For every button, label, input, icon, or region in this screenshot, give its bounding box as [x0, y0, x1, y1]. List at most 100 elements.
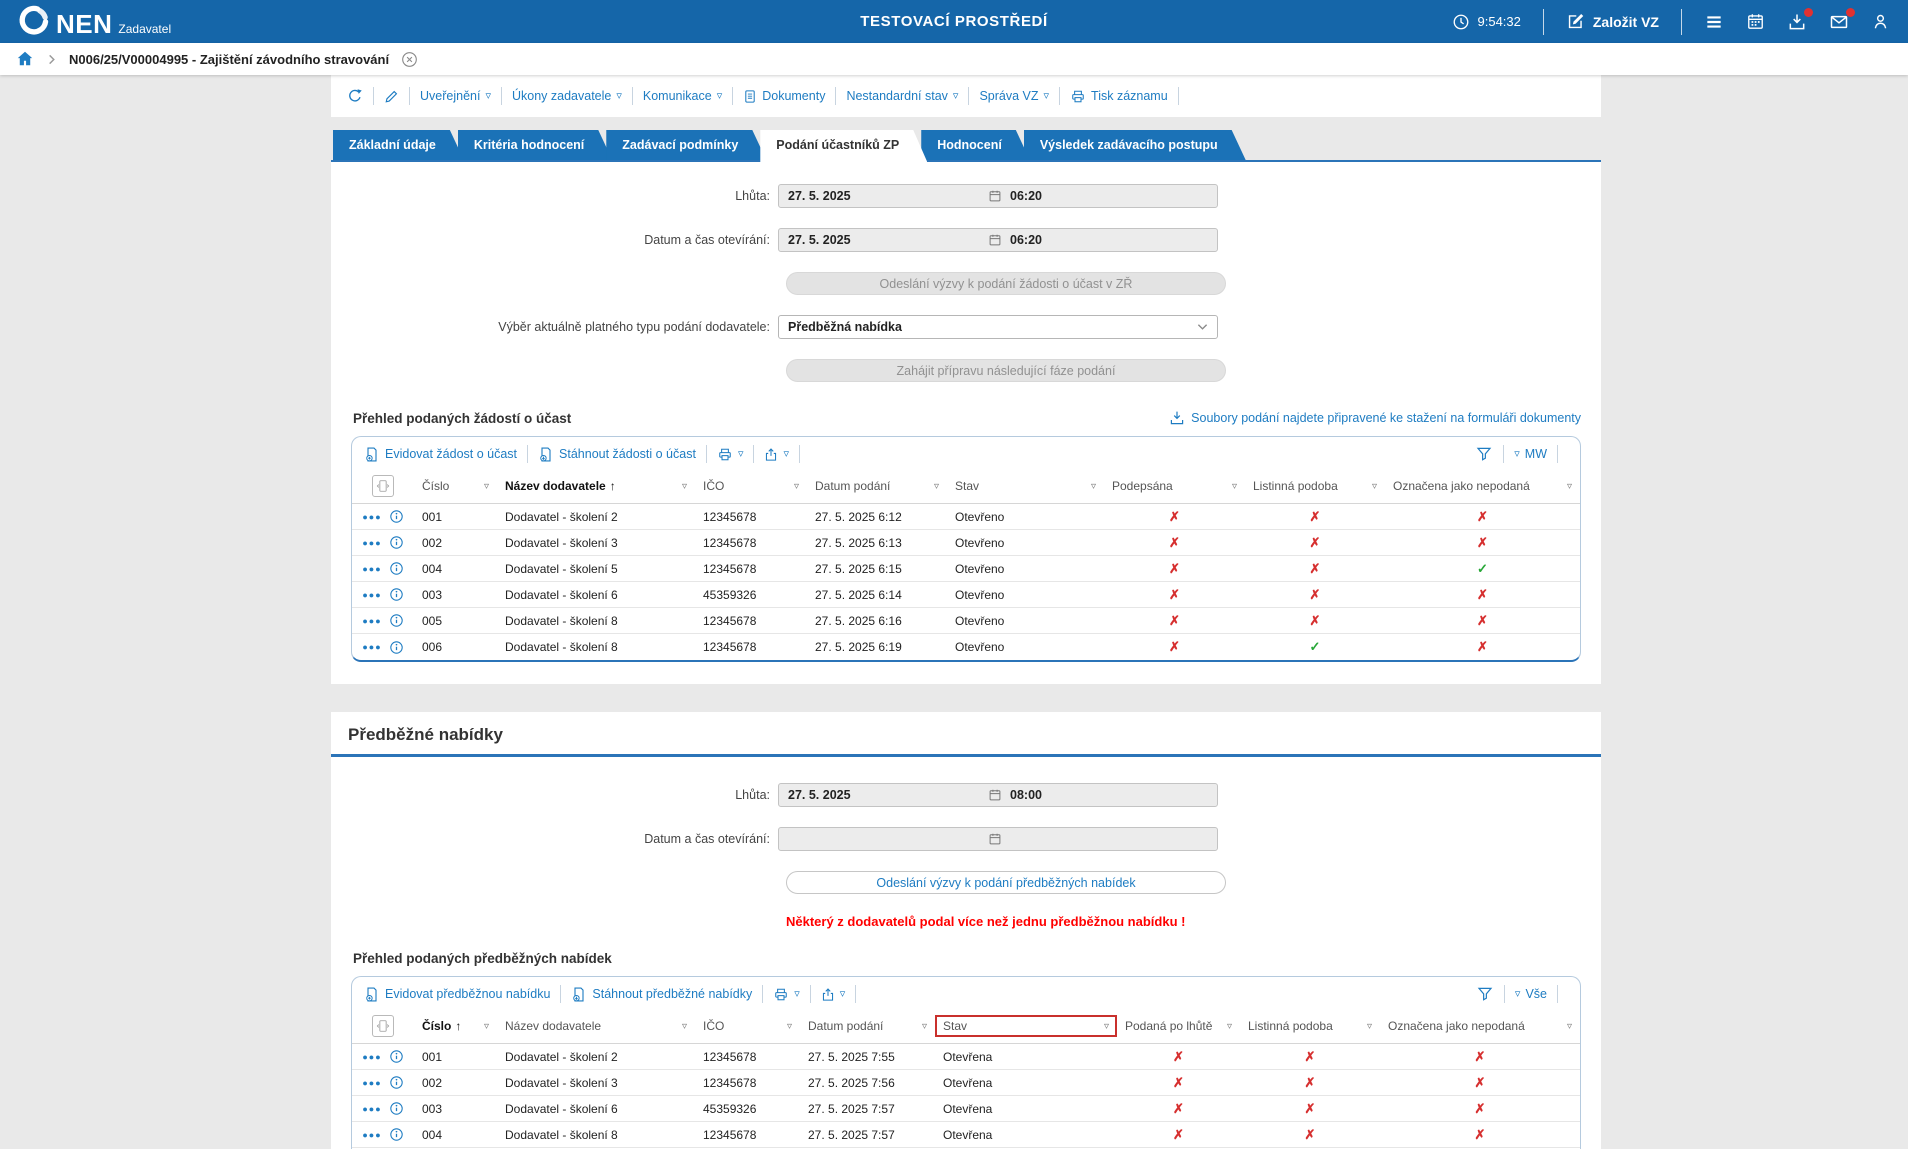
pencil-button[interactable]: [384, 89, 399, 104]
toolbar-item-uverejneni[interactable]: Uveřejnění ▿: [420, 89, 491, 103]
toolbar-item-dokumenty[interactable]: Dokumenty: [743, 89, 825, 104]
row-menu-icon[interactable]: ●●●: [362, 589, 382, 600]
column-header-datum-podani[interactable]: Datum podání ▿: [800, 1015, 935, 1037]
filter-caret-icon[interactable]: ▿: [1103, 1020, 1109, 1032]
evidovat-predbeznou-nabidku-button[interactable]: Evidovat předběžnou nabídku: [364, 986, 550, 1003]
datetime-input[interactable]: 27. 5. 2025 06:20: [778, 228, 1218, 252]
next-phase-button[interactable]: Zahájit přípravu následující fáze podání: [786, 359, 1226, 382]
info-icon[interactable]: [389, 1101, 404, 1116]
column-settings-icon[interactable]: [372, 475, 394, 497]
user-icon[interactable]: [1871, 12, 1890, 31]
stahnout-predbezne-nabidky-button[interactable]: Stáhnout předběžné nabídky: [571, 986, 752, 1003]
column-header-podepsana[interactable]: Podepsána ▿: [1104, 475, 1245, 497]
table-row[interactable]: ●●● 003 Dodavatel - školení 6 45359326 27. 5…: [352, 1096, 1580, 1122]
datetime-input[interactable]: 27. 5. 2025 06:20: [778, 184, 1218, 208]
filter-caret-icon[interactable]: ▿: [681, 480, 687, 492]
downloads-icon[interactable]: [1787, 7, 1813, 32]
export-button[interactable]: ▿: [821, 987, 845, 1002]
tab-zakladni-udaje[interactable]: Základní údaje: [333, 130, 464, 160]
column-header-cislo[interactable]: Číslo ▿: [414, 475, 497, 497]
row-menu-icon[interactable]: ●●●: [362, 1077, 382, 1088]
calendar-icon[interactable]: [988, 832, 1002, 846]
row-menu-icon[interactable]: ●●●: [362, 1129, 382, 1140]
files-download-link[interactable]: Soubory podání najdete připravené ke sta…: [1169, 410, 1581, 426]
toolbar-item-sprava-vz[interactable]: Správa VZ ▿: [979, 89, 1049, 103]
datetime-input[interactable]: 27. 5. 2025 08:00: [778, 783, 1218, 807]
info-icon[interactable]: [389, 509, 404, 524]
column-header-nazev-dodavatele[interactable]: Název dodavatele ↑ ▿: [497, 475, 695, 497]
filter-caret-icon[interactable]: ▿: [1090, 480, 1096, 492]
info-icon[interactable]: [389, 613, 404, 628]
close-icon[interactable]: [401, 51, 418, 68]
calendar-icon[interactable]: [988, 189, 1002, 203]
table-row[interactable]: ●●● 005 Dodavatel - školení 8 12345678 27. 5…: [352, 608, 1580, 634]
column-header-oznacena-jako-nepodana[interactable]: Označena jako nepodaná ▿: [1385, 475, 1580, 497]
row-menu-icon[interactable]: ●●●: [362, 511, 382, 522]
table-row[interactable]: ●●● 004 Dodavatel - školení 5 12345678 27. 5…: [352, 556, 1580, 582]
column-header-ico[interactable]: IČO ▿: [695, 1015, 800, 1037]
tab-zadavaci-podminky[interactable]: Zadávací podmínky: [606, 130, 766, 160]
send-preliminary-button[interactable]: Odeslání výzvy k podání předběžných nabí…: [786, 871, 1226, 894]
menu-icon[interactable]: [1704, 12, 1724, 32]
toolbar-item-nestandardni-stav[interactable]: Nestandardní stav ▿: [846, 89, 958, 103]
calendar-icon[interactable]: [988, 233, 1002, 247]
column-header-podana-po-lhute[interactable]: Podaná po lhůtě ▿: [1117, 1015, 1240, 1037]
tab-podani-ucastniku-zp[interactable]: Podání účastníků ZP: [760, 130, 927, 162]
row-menu-icon[interactable]: ●●●: [362, 1051, 382, 1062]
calendar-icon[interactable]: [988, 788, 1002, 802]
column-header-stav[interactable]: Stav ▿: [935, 1015, 1117, 1037]
toolbar-item-tisk-zaznamu[interactable]: Tisk záznamu: [1070, 89, 1168, 104]
table-row[interactable]: ●●● 002 Dodavatel - školení 3 12345678 27. 5…: [352, 530, 1580, 556]
export-button[interactable]: ▿: [764, 447, 789, 462]
filter-caret-icon[interactable]: ▿: [921, 1020, 927, 1032]
column-header-ico[interactable]: IČO ▿: [695, 475, 807, 497]
filter-caret-icon[interactable]: ▿: [483, 1020, 489, 1032]
nen-logo[interactable]: NEN Zadavatel: [18, 4, 171, 39]
column-header-oznacena-jako-nepodana[interactable]: Označena jako nepodaná ▿: [1380, 1015, 1580, 1037]
info-icon[interactable]: [389, 1127, 404, 1142]
filter-caret-icon[interactable]: ▿: [1371, 480, 1377, 492]
stahnout-zadosti-o-ucast-button[interactable]: Stáhnout žádosti o účast: [538, 446, 696, 463]
column-header-listinna-podoba[interactable]: Listinná podoba ▿: [1245, 475, 1385, 497]
filter-caret-icon[interactable]: ▿: [1566, 480, 1572, 492]
table-row[interactable]: ●●● 003 Dodavatel - školení 6 45359326 27. 5…: [352, 582, 1580, 608]
create-vz-button[interactable]: Založit VZ: [1566, 12, 1659, 31]
row-menu-icon[interactable]: ●●●: [362, 1103, 382, 1114]
column-settings-icon[interactable]: [372, 1015, 394, 1037]
info-icon[interactable]: [389, 587, 404, 602]
filter-button[interactable]: [1476, 986, 1494, 1002]
info-icon[interactable]: [389, 640, 404, 655]
filter-button[interactable]: [1475, 446, 1493, 462]
filter-caret-icon[interactable]: ▿: [786, 1020, 792, 1032]
filter-caret-icon[interactable]: ▿: [1226, 1020, 1232, 1032]
column-header-nazev-dodavatele[interactable]: Název dodavatele ▿: [497, 1015, 695, 1037]
refresh-button[interactable]: [347, 88, 363, 104]
column-header-stav[interactable]: Stav ▿: [947, 475, 1104, 497]
view-select[interactable]: ▿ MW: [1514, 447, 1547, 461]
column-header-listinna-podoba[interactable]: Listinná podoba ▿: [1240, 1015, 1380, 1037]
info-icon[interactable]: [389, 1049, 404, 1064]
table-row[interactable]: ●●● 001 Dodavatel - školení 2 12345678 27. 5…: [352, 1044, 1580, 1070]
filter-caret-icon[interactable]: ▿: [681, 1020, 687, 1032]
printer-button[interactable]: ▿: [717, 447, 743, 462]
row-menu-icon[interactable]: ●●●: [362, 615, 382, 626]
tab-hodnoceni[interactable]: Hodnocení: [921, 130, 1030, 160]
row-menu-icon[interactable]: ●●●: [362, 642, 382, 652]
toolbar-item-komunikace[interactable]: Komunikace ▿: [643, 89, 722, 103]
tab-vysledek-zadavaciho-postupu[interactable]: Výsledek zadávacího postupu: [1024, 130, 1246, 160]
toolbar-item-ukony-zadavatele[interactable]: Úkony zadavatele ▿: [512, 89, 622, 103]
table-row[interactable]: ●●● 002 Dodavatel - školení 3 12345678 27. 5…: [352, 1070, 1580, 1096]
filter-caret-icon[interactable]: ▿: [483, 480, 489, 492]
row-menu-icon[interactable]: ●●●: [362, 537, 382, 548]
home-icon[interactable]: [16, 50, 34, 68]
filter-caret-icon[interactable]: ▿: [793, 480, 799, 492]
info-icon[interactable]: [389, 535, 404, 550]
breadcrumb-item[interactable]: N006/25/V00004995 - Zajištění závodního …: [69, 51, 390, 67]
send-request-button[interactable]: Odeslání výzvy k podání žádosti o účast …: [786, 272, 1226, 295]
info-icon[interactable]: [389, 1075, 404, 1090]
column-header-datum-podani[interactable]: Datum podání ▿: [807, 475, 947, 497]
evidovat-zadost-o-ucast-button[interactable]: Evidovat žádost o účast: [364, 446, 517, 463]
printer-button[interactable]: ▿: [773, 987, 800, 1002]
filter-caret-icon[interactable]: ▿: [1231, 480, 1237, 492]
column-header-cislo[interactable]: Číslo ↑ ▿: [414, 1015, 497, 1037]
